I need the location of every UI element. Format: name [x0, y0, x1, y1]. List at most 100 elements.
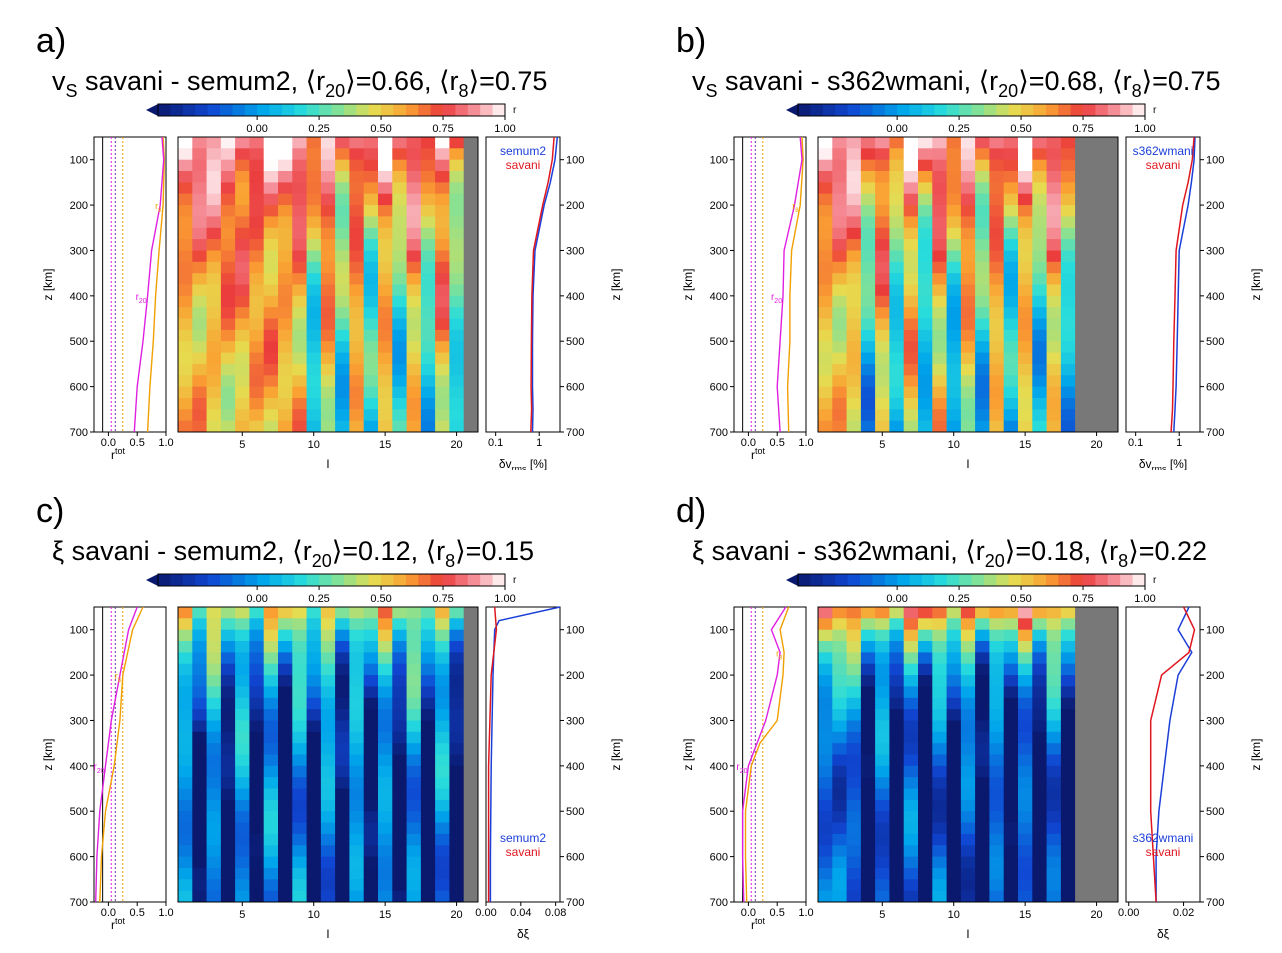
heatmap-cell — [349, 697, 365, 710]
heatmap-cell — [1018, 295, 1033, 308]
heatmap-cell — [306, 845, 322, 858]
legend-savani: savani — [1146, 845, 1181, 859]
heatmap-cell — [378, 205, 393, 217]
heatmap-cell — [363, 420, 379, 433]
heatmap-cell — [449, 811, 465, 823]
heatmap-cell — [378, 329, 393, 342]
heatmap-cell — [946, 890, 962, 903]
heatmap-cell — [1032, 868, 1048, 880]
heatmap-cell — [1018, 227, 1033, 240]
heatmap-cell — [1018, 788, 1033, 801]
heatmap-cell — [178, 193, 193, 206]
heatmap-cell — [178, 216, 193, 229]
heatmap-cell — [420, 295, 436, 308]
heatmap-cell — [1003, 697, 1019, 710]
heatmap-cell — [860, 261, 876, 274]
heatmap-cell — [889, 788, 905, 801]
right-curve-semum2 — [531, 136, 559, 433]
heatmap-cell — [1018, 182, 1033, 195]
colorbar-arrow — [146, 574, 158, 586]
heatmap-cell — [278, 239, 293, 251]
heatmap-cell — [320, 227, 336, 240]
left-x-tick-label: 0.0 — [741, 907, 756, 919]
heatmap-cell — [306, 788, 322, 801]
colorbar-segment — [1083, 574, 1096, 586]
heatmap-cell — [818, 754, 833, 767]
heatmap-cell — [306, 856, 322, 869]
heatmap-cell — [378, 398, 393, 410]
heatmap-cell — [306, 811, 322, 823]
heatmap-cell — [960, 273, 976, 285]
heatmap-cell — [903, 205, 919, 217]
heatmap-cell — [1032, 159, 1048, 172]
heatmap-cell — [975, 409, 990, 422]
heatmap-cell — [918, 765, 933, 778]
colorbar-segment — [872, 574, 886, 586]
heatmap-cell — [989, 295, 1005, 308]
heatmap-cell — [1032, 743, 1048, 755]
heatmap-cell — [1046, 307, 1062, 319]
heatmap-cell — [832, 675, 848, 687]
colorbar-segment — [393, 574, 407, 586]
heatmap-cell — [875, 879, 890, 892]
heatmap-cell — [818, 697, 833, 710]
heatmap-cell — [363, 284, 379, 297]
heatmap-cell — [860, 731, 876, 744]
heatmap-cell — [435, 686, 450, 699]
heatmap-cell — [1003, 856, 1019, 869]
heatmap-cell — [1046, 250, 1062, 263]
heatmap-cell — [860, 629, 876, 642]
heatmap-cell — [206, 618, 222, 631]
heatmap-cell — [846, 641, 862, 653]
heatmap-cell — [363, 137, 379, 149]
heatmap-cell — [932, 686, 948, 699]
heatmap-cell — [860, 250, 876, 263]
heatmap-cell — [192, 295, 208, 308]
heatmap-cell — [889, 273, 905, 285]
heatmap-cell — [349, 720, 365, 733]
heatmap-cell — [1060, 216, 1076, 229]
heatmap-cell — [875, 675, 890, 687]
left-y-tick-label: 600 — [70, 382, 88, 394]
heatmap-cell — [220, 182, 236, 195]
heatmap-cell — [1003, 398, 1019, 410]
heatmap-cell — [903, 675, 919, 687]
heatmap-cell — [875, 833, 890, 846]
heatmap-cell — [832, 239, 848, 251]
heatmap-cell — [1003, 329, 1019, 342]
heatmap-cell — [435, 386, 450, 399]
heatmap-cell — [1046, 398, 1062, 410]
colorbar-label: r — [1153, 575, 1157, 586]
heatmap-cell — [832, 261, 848, 274]
heatmap-cell — [406, 193, 422, 206]
heatmap-cell — [875, 652, 890, 665]
heatmap-cell — [292, 811, 308, 823]
heatmap-cell — [278, 137, 293, 149]
heatmap-cell — [946, 833, 962, 846]
heatmap-cell — [846, 765, 862, 778]
heatmap-cell — [903, 890, 919, 903]
heatmap-cell — [220, 890, 236, 903]
left-xlabel: rtot — [751, 446, 766, 462]
curve-r20 — [741, 606, 787, 903]
heatmap-cell — [1018, 675, 1033, 687]
heatmap-cell — [435, 856, 450, 869]
heatmap-cell — [1003, 618, 1019, 631]
heatmap-cell — [1032, 833, 1048, 846]
heatmap-cell — [846, 845, 862, 858]
heatmap-cell — [249, 720, 265, 733]
heatmap-cell — [206, 318, 222, 331]
heatmap-cell — [1032, 250, 1048, 263]
heatmap-cell — [1018, 329, 1033, 342]
heatmap-cell — [875, 641, 890, 653]
heatmap-cell — [946, 216, 962, 229]
heatmap-cell — [335, 171, 350, 183]
heatmap-cell — [846, 731, 862, 744]
heatmap-cell — [875, 375, 890, 388]
colorbar-tick-label: 0.00 — [886, 593, 907, 605]
heatmap-cell — [349, 329, 365, 342]
heatmap-cell — [320, 216, 336, 229]
heatmap-cell — [903, 731, 919, 744]
heatmap-cell — [946, 341, 962, 353]
heatmap-cell — [306, 171, 322, 183]
